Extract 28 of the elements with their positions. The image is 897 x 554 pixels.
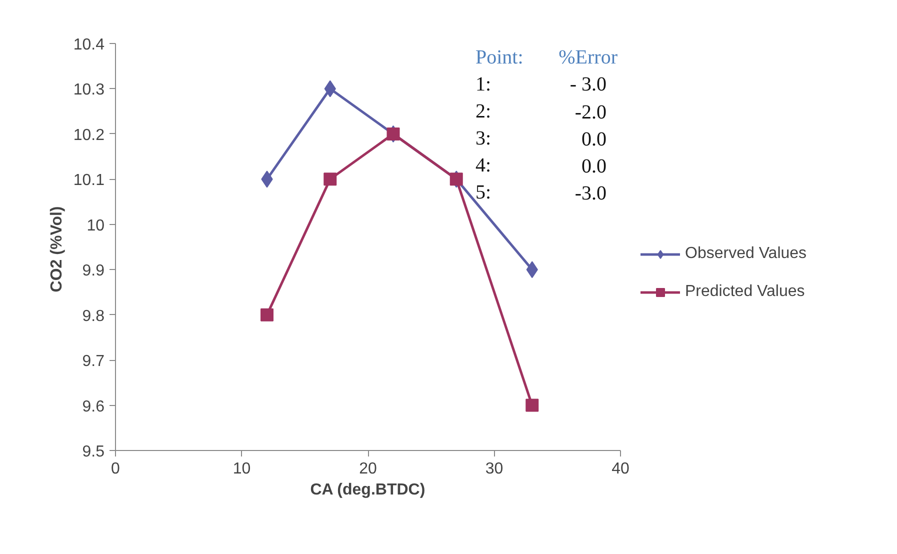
y-tick-label: 10.4: [73, 36, 105, 54]
y-tick-label: 10.1: [73, 172, 105, 190]
text: 4: 0.0: [476, 154, 606, 178]
x-tick-label: 10: [232, 460, 251, 478]
y-tick-label: 9.6: [82, 398, 105, 416]
x-tick-label: 30: [485, 460, 504, 478]
x-axis-title: CA (deg.BTDC): [310, 482, 426, 498]
text: 2: -2.0: [476, 100, 607, 124]
legend-label: Observed Values: [685, 245, 807, 263]
y-tick-label: 10.2: [73, 126, 105, 144]
y-tick-label: 10.3: [73, 82, 105, 99]
y-tick-label: 10: [86, 217, 105, 234]
text: 3: 0.0: [476, 128, 606, 150]
text: Point: %Error: [476, 46, 618, 68]
y-tick-label: 9.9: [82, 262, 105, 280]
y-tick-label: 9.5: [82, 444, 105, 460]
text: 5: -3.0: [476, 182, 607, 204]
x-tick-label: 20: [359, 460, 377, 478]
text: 1: - 3.0: [476, 74, 607, 96]
point: [260, 308, 274, 322]
point: [526, 398, 539, 412]
x-tick-label: 0: [111, 460, 120, 478]
point: [324, 172, 337, 186]
y-axis-title: CO2 (%Vol): [48, 206, 66, 292]
y-tick-label: 9.8: [82, 308, 105, 325]
x-tick-label: 40: [612, 460, 630, 478]
legend-label: Predicted Values: [685, 283, 805, 301]
y-tick-label: 9.7: [82, 353, 105, 370]
